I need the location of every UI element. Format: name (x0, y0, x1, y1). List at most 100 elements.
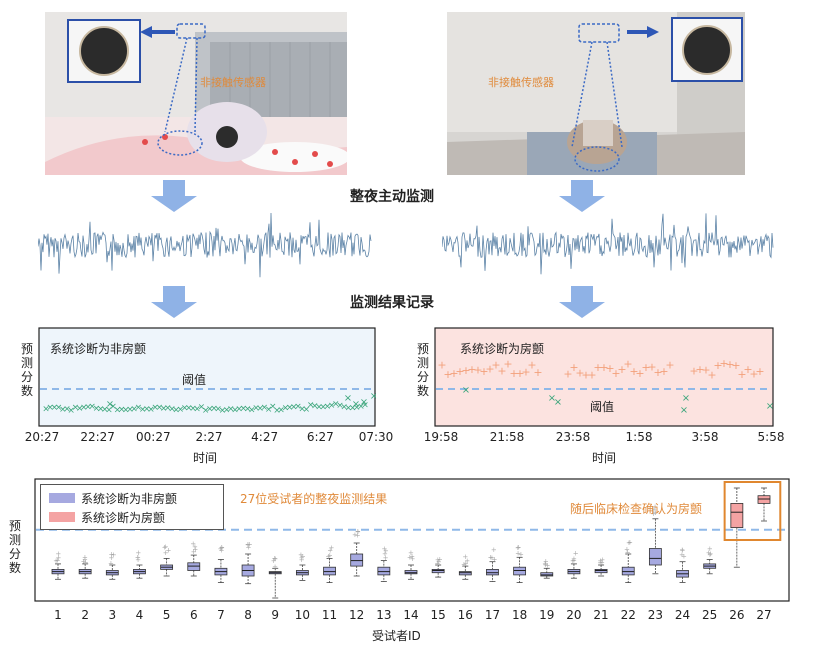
right-sensor-label: 非接触传感器 (488, 76, 554, 89)
score-marker: × (361, 401, 369, 411)
svg-text:+: + (680, 546, 686, 554)
tick-label: 21:58 (489, 430, 525, 444)
box-2: ++++ (78, 553, 92, 579)
left-sensor-label: 非接触传感器 (200, 76, 266, 89)
score-marker: + (473, 364, 482, 377)
score-marker: × (51, 403, 59, 413)
tick-label: 11 (321, 608, 338, 622)
svg-text:+: + (518, 551, 524, 559)
panel-right-threshold: 阈值 (590, 400, 615, 414)
svg-text:+: + (162, 543, 168, 551)
score-marker: + (623, 358, 632, 371)
box-4: ++++ (133, 549, 146, 579)
score-marker: + (569, 361, 578, 374)
svg-text:+: + (382, 550, 388, 558)
tick-label: 18 (511, 608, 528, 622)
svg-text:+: + (246, 544, 252, 552)
box-16: ++++ (458, 553, 472, 580)
box-20: ++++ (567, 550, 581, 579)
score-marker: × (80, 403, 88, 413)
score-marker: × (332, 399, 340, 409)
svg-text:+: + (135, 553, 141, 561)
box-11: ++++ (323, 544, 336, 583)
box-21: ++++ (594, 556, 608, 577)
score-marker: + (563, 367, 572, 380)
svg-text:+: + (573, 550, 579, 558)
score-marker: × (210, 404, 218, 414)
box-12: ++++ (350, 527, 364, 577)
tick-label: 24 (674, 608, 691, 622)
svg-text:+: + (437, 555, 443, 563)
score-marker: × (223, 405, 231, 415)
score-marker: + (449, 367, 458, 380)
tick-label: 4 (135, 608, 144, 622)
box-15: ++++ (431, 555, 445, 578)
panel-left-xticks: 20:27 22:27 00:27 2:27 4:27 6:27 07:30 (0, 430, 410, 446)
score-marker: × (151, 403, 159, 413)
score-marker: × (328, 401, 336, 411)
tick-label: 07:30 (358, 430, 394, 444)
score-marker: × (63, 404, 71, 414)
svg-text:+: + (327, 551, 333, 559)
tick-label: 5:58 (757, 430, 785, 444)
score-marker: × (286, 403, 294, 413)
svg-text:+: + (543, 557, 549, 565)
waveform-left (38, 212, 372, 278)
svg-text:+: + (272, 555, 278, 563)
tick-label: 2 (81, 608, 89, 622)
svg-text:+: + (624, 546, 630, 554)
score-marker: + (635, 367, 644, 380)
score-marker: + (701, 364, 710, 377)
box-24: ++++ (676, 546, 689, 583)
score-marker: × (319, 402, 327, 412)
tick-label: 14 (403, 608, 419, 622)
score-marker: × (147, 405, 155, 415)
svg-text:+: + (299, 556, 305, 564)
score-marker: × (231, 405, 239, 415)
svg-text:+: + (599, 556, 605, 564)
score-marker: + (461, 364, 470, 377)
svg-text:+: + (325, 552, 331, 560)
svg-text:+: + (652, 503, 658, 511)
svg-text:+: + (355, 527, 361, 535)
score-marker: × (349, 403, 357, 413)
score-marker: × (290, 402, 298, 412)
score-marker: × (106, 399, 114, 410)
legend-label-non-af: 系统诊断为非房颤 (81, 492, 178, 506)
down-arrow-icon (151, 180, 197, 212)
score-marker: × (168, 405, 176, 415)
svg-text:+: + (435, 556, 441, 564)
score-marker: × (324, 402, 332, 412)
tick-label: 7 (217, 608, 225, 622)
svg-text:+: + (81, 558, 87, 566)
svg-text:+: + (247, 540, 253, 548)
box-6: ++++ (187, 540, 201, 577)
score-marker: × (256, 404, 264, 414)
score-marker: × (548, 393, 556, 404)
score-marker: × (55, 403, 63, 413)
score-marker: × (97, 404, 105, 414)
score-marker: × (206, 405, 214, 415)
waveform-right (442, 213, 774, 275)
score-marker: + (617, 363, 626, 376)
score-marker: × (122, 405, 130, 415)
panel-left-threshold: 阈值 (182, 373, 207, 387)
score-marker: × (189, 404, 197, 414)
svg-text:+: + (463, 559, 469, 567)
score-marker: × (682, 393, 690, 404)
tick-label: 3:58 (691, 430, 719, 444)
svg-text:+: + (82, 553, 88, 561)
box-7: ++++ (214, 544, 228, 583)
boxplot-annotation: 27位受试者的整夜监测结果 (240, 492, 388, 506)
tick-label: 21 (593, 608, 609, 622)
svg-text:+: + (627, 539, 633, 547)
svg-text:+: + (190, 540, 196, 548)
svg-text:+: + (355, 528, 361, 536)
svg-text:+: + (219, 547, 225, 555)
score-marker: × (345, 403, 353, 413)
legend-label-af: 系统诊断为房颤 (81, 511, 166, 525)
score-marker: × (235, 404, 243, 414)
box-18: ++++ (513, 544, 527, 583)
right-photo (447, 12, 745, 175)
score-marker: × (353, 403, 361, 413)
